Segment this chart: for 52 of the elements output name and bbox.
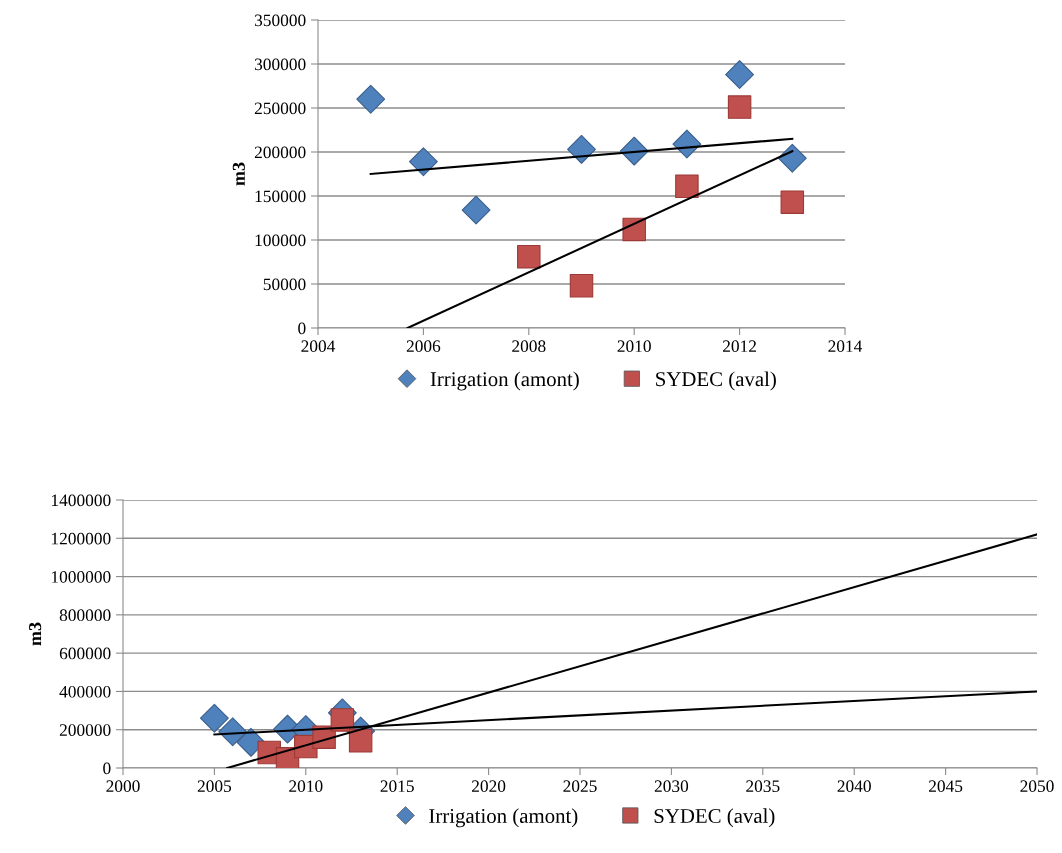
legend-label: Irrigation (amont) — [430, 371, 579, 391]
point — [461, 195, 491, 225]
x-tick-label: 2004 — [301, 340, 336, 353]
point — [777, 143, 807, 173]
y-axis-title: m3 — [232, 162, 245, 186]
x-tick-label: 2014 — [828, 340, 863, 353]
legend-label: SYDEC (aval) — [654, 808, 775, 828]
point — [408, 147, 438, 177]
x-tick-label: 2035 — [746, 780, 780, 793]
x-tick-label: 2015 — [380, 780, 414, 793]
point — [199, 703, 229, 733]
x-tick-label: 2005 — [197, 780, 232, 793]
x-tick-label: 2045 — [929, 780, 963, 793]
point — [675, 174, 699, 199]
point — [569, 274, 594, 298]
x-tick-label: 2030 — [654, 780, 689, 793]
x-tick-label: 2012 — [723, 340, 756, 353]
y-tick-label: 250000 — [254, 102, 306, 115]
x-tick-label: 2000 — [106, 780, 140, 793]
y-tick-label: 50000 — [263, 278, 306, 291]
point — [567, 134, 596, 164]
y-tick-label: 200000 — [59, 724, 111, 736]
x-tick-label: 2010 — [289, 780, 323, 793]
x-tick-label: 2020 — [472, 780, 506, 793]
y-tick-label: 1400000 — [51, 494, 111, 507]
point — [780, 190, 805, 214]
point — [356, 84, 386, 114]
y-tick-label: 0 — [298, 322, 306, 335]
y-tick-label: 200000 — [254, 146, 306, 159]
x-tick-label: 2050 — [1020, 780, 1054, 793]
x-tick-label: 2010 — [617, 340, 651, 353]
legend-label: Irrigation (amont) — [429, 808, 578, 828]
x-tick-label: 2006 — [406, 340, 441, 353]
x-tick-label: 2040 — [837, 780, 871, 793]
y-tick-label: 800000 — [59, 609, 111, 622]
y-tick-label: 1000000 — [51, 571, 111, 583]
y-tick-label: 100000 — [255, 234, 306, 247]
y-tick-label: 600000 — [59, 647, 111, 660]
y-tick-label: 1200000 — [51, 532, 111, 545]
legend-label: SYDEC (aval) — [656, 371, 776, 391]
y-tick-label: 350000 — [254, 14, 306, 27]
x-tick-label: 2008 — [512, 340, 546, 353]
point — [348, 728, 373, 753]
point — [727, 95, 752, 119]
y-tick-label: 150000 — [255, 190, 306, 203]
x-tick-label: 2025 — [563, 780, 597, 793]
y-axis-title: m3 — [29, 622, 42, 646]
y-tick-label: 400000 — [59, 685, 111, 698]
point — [517, 244, 541, 269]
y-tick-label: 0 — [103, 762, 111, 775]
point — [725, 60, 755, 90]
y-tick-label: 300000 — [254, 58, 306, 71]
